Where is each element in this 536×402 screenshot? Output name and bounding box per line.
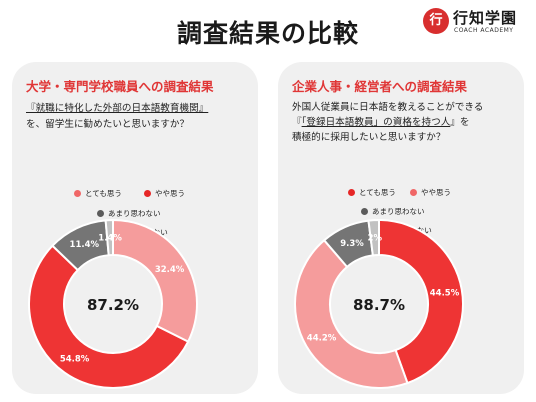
slice-label: 11.4% xyxy=(70,240,100,250)
legend-item-not-much: あまり思わない xyxy=(361,207,425,217)
donut-slice xyxy=(367,218,380,257)
panel-heading: 大学・専門学校職員への調査結果 xyxy=(26,79,214,94)
question-line-1: 外国人従業員に日本語を教えることができる xyxy=(292,102,484,113)
slice-label: 1.4% xyxy=(98,234,122,244)
donut-slice xyxy=(104,218,114,257)
panel-corporate-survey: 企業人事・経営者への調査結果 外国人従業員に日本語を教えることができる 『「登録… xyxy=(278,62,524,394)
logo-subtitle: COACH ACADEMY xyxy=(454,27,514,34)
donut-center-label: 87.2% xyxy=(87,296,139,314)
legend-label: とても思う xyxy=(359,188,396,197)
question-line-3: 積極的に採用したいと思いますか？ xyxy=(292,132,446,143)
slice-label: 2% xyxy=(368,234,383,244)
legend-item-somewhat: やや思う xyxy=(144,189,185,199)
legend-label: あまり思わない xyxy=(108,209,161,218)
logo-name: 行知学園 xyxy=(453,9,518,27)
legend-swatch xyxy=(348,188,355,196)
slice-label: 44.2% xyxy=(307,333,337,343)
panel-university-survey: 大学・専門学校職員への調査結果 『就職に特化した外部の日本語教育機関』 を、留学… xyxy=(12,62,258,394)
legend-label: やや思う xyxy=(155,189,185,198)
panel-heading: 企業人事・経営者への調査結果 xyxy=(292,79,468,94)
question-line-2: を、留学生に勧めたいと思いますか？ xyxy=(26,119,190,130)
legend-item-somewhat: やや思う xyxy=(410,188,451,198)
legend-swatch xyxy=(97,209,104,217)
slice-label: 54.8% xyxy=(60,354,90,364)
legend-swatch xyxy=(410,188,417,196)
donut-chart: 32.4% 54.8% 11.4%1.4% 87.2% xyxy=(28,218,198,389)
donut-chart: 44.5% 44.2% 9.3% 2% 88.7% xyxy=(294,218,464,389)
slice-label: 32.4% xyxy=(155,265,185,275)
donut-slice xyxy=(112,218,198,344)
page-title: 調査結果の比較 xyxy=(176,19,359,48)
question-line-1: 『就職に特化した外部の日本語教育機関』 xyxy=(26,103,209,114)
question-line-2: 『「登録日本語教員」の資格を持つ人』を xyxy=(292,117,470,128)
slice-label: 44.5% xyxy=(430,289,460,299)
legend-label: やや思う xyxy=(421,188,451,197)
legend-label: とても思う xyxy=(85,189,122,198)
legend-swatch xyxy=(361,207,368,215)
legend-item-not-much: あまり思わない xyxy=(97,209,161,219)
donut-slice xyxy=(28,244,190,389)
legend-swatch xyxy=(74,189,81,197)
slice-label: 9.3% xyxy=(340,239,364,249)
donut-center-label: 88.7% xyxy=(353,296,405,314)
logo: 行 行知学園 COACH ACADEMY xyxy=(423,6,531,40)
legend-swatch xyxy=(144,189,151,197)
legend-item-very: とても思う xyxy=(348,188,396,198)
legend-item-very: とても思う xyxy=(74,189,122,199)
donut-slice xyxy=(294,238,409,389)
legend-label: あまり思わない xyxy=(372,207,425,216)
donut-slice xyxy=(378,218,464,385)
logo-mark: 行 xyxy=(423,8,449,34)
